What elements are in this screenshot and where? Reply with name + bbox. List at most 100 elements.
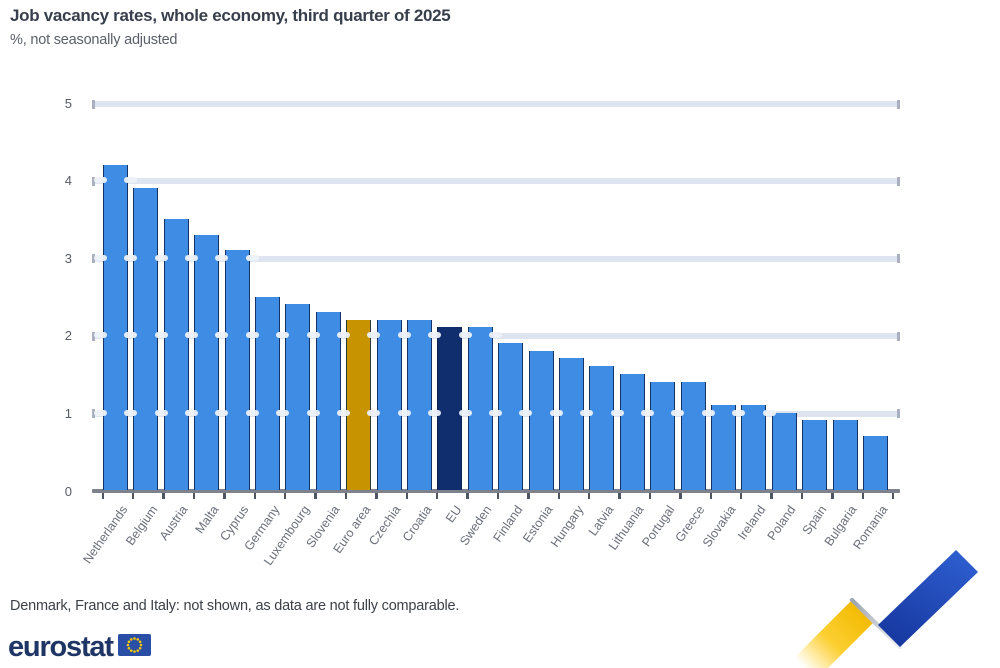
eurostat-logo-text: eurostat	[8, 631, 114, 663]
x-axis-tick	[253, 493, 256, 499]
x-axis-tick	[131, 493, 135, 499]
bar-euro-area	[346, 319, 372, 490]
bar	[711, 404, 736, 490]
gridline-dash	[306, 409, 320, 416]
gridline-dash	[549, 409, 563, 416]
bar	[802, 420, 828, 490]
x-axis-tick	[648, 493, 652, 499]
gridline-dash	[93, 177, 107, 184]
eurostat-logo: eurostat	[8, 632, 151, 662]
y-axis-label: 2	[64, 328, 72, 344]
bar	[133, 188, 159, 490]
x-axis-tick	[709, 493, 712, 499]
bar-eu	[437, 327, 463, 490]
gridline-dash	[610, 409, 624, 416]
x-axis-tick	[831, 493, 834, 499]
bar	[619, 373, 645, 490]
bar	[224, 250, 250, 490]
x-axis-label: EU	[442, 503, 465, 526]
gridline-dash	[93, 409, 107, 416]
x-axis-tick	[223, 493, 226, 499]
gridline-dash	[245, 332, 259, 339]
gridline-dash	[428, 332, 442, 339]
gridline-dash	[337, 332, 350, 339]
chart-title: Job vacancy rates, whole economy, third …	[10, 6, 451, 25]
gridline-dash	[185, 409, 198, 416]
bar	[285, 304, 311, 490]
gridline-dash	[93, 332, 107, 339]
x-axis-tick	[314, 493, 317, 499]
x-axis-tick	[101, 493, 104, 499]
y-axis-label: 5	[64, 96, 72, 111]
bar	[376, 319, 402, 490]
x-axis-tick	[496, 493, 500, 499]
x-axis-label: Austria	[156, 503, 191, 543]
x-axis-tick	[162, 493, 165, 499]
chart-subtitle: %, not seasonally adjusted	[10, 32, 178, 48]
gridline	[92, 176, 900, 186]
eurostat-ribbon-icon	[786, 530, 986, 668]
x-axis-label: Croatia	[399, 503, 434, 545]
x-axis-label: Ireland	[734, 503, 769, 543]
gridline-dash	[124, 254, 138, 261]
x-axis-tick	[891, 493, 895, 499]
eu-flag-icon	[117, 633, 151, 661]
x-axis-tick	[466, 493, 469, 499]
x-axis-tick	[739, 493, 743, 499]
gridline-dash	[458, 332, 472, 339]
eu-flag-stars	[126, 636, 143, 653]
bar	[559, 358, 584, 490]
x-axis-tick	[800, 493, 804, 499]
bar	[194, 234, 220, 490]
gridline	[92, 99, 900, 109]
x-axis-label: Finland	[490, 503, 526, 545]
x-axis-line	[92, 489, 900, 493]
gridline-dash	[489, 332, 502, 339]
gridline-dash	[245, 254, 259, 261]
gridline-dash	[367, 332, 381, 339]
bar	[103, 164, 128, 490]
gridline-dash	[762, 409, 776, 416]
x-axis-label: Latvia	[585, 503, 617, 539]
gridline-dash	[124, 409, 138, 416]
x-axis-tick	[375, 493, 378, 499]
x-axis-tick	[587, 493, 591, 499]
gridline-dash	[245, 409, 259, 416]
bar	[741, 404, 767, 490]
y-axis-label: 3	[64, 250, 72, 266]
gridline-dash	[337, 409, 350, 416]
x-axis-tick	[770, 493, 773, 499]
bar	[407, 319, 432, 490]
gridline-dash	[580, 409, 594, 416]
gridline-dash	[215, 332, 229, 339]
gridline-dash	[185, 254, 198, 261]
gridline-dash	[185, 332, 198, 339]
x-axis-tick	[527, 493, 530, 499]
gridline-dash	[519, 409, 533, 416]
y-axis-label: 0	[64, 484, 72, 499]
bar	[680, 381, 706, 490]
gridline-dash	[458, 409, 472, 416]
bar	[163, 219, 189, 490]
gridline-dash	[732, 409, 746, 416]
gridline	[92, 254, 900, 264]
gridline-dash	[489, 409, 502, 416]
x-axis-tick	[557, 493, 560, 499]
bar	[315, 311, 341, 490]
gridline-dash	[397, 409, 411, 416]
gridline-dash	[701, 409, 715, 416]
bar	[589, 366, 615, 490]
gridline-dash	[306, 332, 320, 339]
plot-area: 0 1 2 3 4 5 Netherlands Belgium Austria Malta Cypr…	[65, 0, 900, 600]
y-axis-label: 1	[64, 405, 72, 421]
x-axis-tick	[192, 493, 196, 499]
bar	[467, 327, 493, 490]
x-axis-tick	[861, 493, 864, 499]
x-axis-label: Malta	[192, 503, 222, 537]
gridline-dash	[154, 332, 168, 339]
gridline-dash	[215, 409, 229, 416]
chart-footnote: Denmark, France and Italy: not shown, as…	[10, 598, 460, 614]
gridline-dash	[367, 409, 381, 416]
gridline-dash	[154, 409, 168, 416]
